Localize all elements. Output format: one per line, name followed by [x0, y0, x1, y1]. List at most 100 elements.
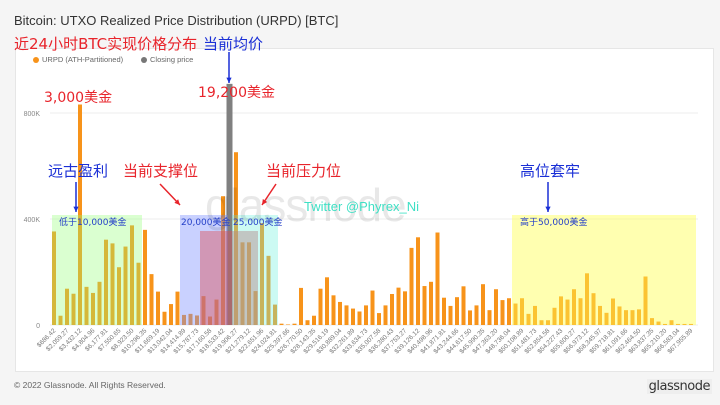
urpd-bar: [149, 274, 154, 325]
urpd-bar: [494, 289, 498, 325]
y-tick-label: 0: [36, 323, 40, 330]
urpd-bar: [442, 297, 446, 325]
urpd-bar: [325, 277, 329, 325]
arrow-head: [226, 77, 232, 83]
urpd-bar: [513, 303, 518, 325]
zone-label-above-50000: 高于50,000美金: [520, 218, 588, 228]
arrow-head: [73, 206, 79, 212]
urpd-bar: [175, 291, 180, 325]
annotation-3000: 3,000美金: [44, 90, 113, 106]
urpd-bar: [312, 315, 316, 325]
urpd-bar: [156, 291, 160, 325]
urpd-bar: [169, 304, 173, 325]
urpd-bar: [409, 247, 414, 325]
current-avg-arrow-icon: [226, 52, 232, 83]
annotation-support: 当前支撑位: [123, 162, 199, 180]
urpd-bar: [364, 305, 368, 325]
urpd-bar: [214, 299, 219, 325]
legend-item-urpd[interactable]: URPD (ATH-Partitioned): [33, 55, 123, 64]
urpd-bar: [110, 243, 115, 325]
urpd-bar: [104, 239, 108, 325]
urpd-bar: [526, 313, 531, 325]
annotation-high-trapped: 高位套牢: [520, 162, 581, 180]
zone-below-10000: [52, 215, 142, 325]
glassnode-watermark: glassnode: [205, 179, 407, 231]
urpd-bar: [591, 293, 596, 325]
urpd-bar: [682, 323, 687, 325]
urpd-bar: [598, 305, 602, 325]
urpd-bar: [624, 310, 628, 325]
urpd-bar: [461, 286, 466, 325]
urpd-bar: [689, 323, 693, 325]
urpd-bar: [611, 298, 615, 325]
urpd-bar: [650, 318, 654, 325]
urpd-bar: [318, 288, 323, 325]
urpd-bar: [266, 255, 271, 325]
urpd-bar: [240, 242, 245, 325]
legend-label: Closing price: [150, 55, 194, 64]
annotation-current-avg: 当前均价: [203, 35, 264, 53]
urpd-bar: [500, 300, 505, 325]
urpd-bar: [78, 104, 82, 326]
ancient-profit-arrow-icon: [73, 182, 79, 212]
urpd-bar: [208, 316, 212, 325]
urpd-bar: [637, 309, 641, 325]
urpd-bar: [559, 296, 563, 325]
zone-above-50000: [512, 215, 696, 325]
annotation-ancient-profit: 远古盈利: [48, 162, 109, 180]
urpd-bar: [299, 287, 303, 325]
urpd-bar: [533, 305, 537, 325]
urpd-bar: [162, 311, 167, 325]
urpd-bar: [52, 231, 56, 325]
urpd-bar: [292, 323, 297, 325]
urpd-bar: [565, 299, 570, 325]
urpd-bar: [195, 315, 199, 325]
urpd-bar: [136, 262, 141, 325]
legend-dot-icon: [33, 57, 39, 64]
legend-label: URPD (ATH-Partitioned): [42, 55, 124, 64]
urpd-bar: [91, 292, 95, 325]
support-arrow-icon: [159, 183, 181, 206]
urpd-bar: [331, 295, 336, 325]
zone-20000: [180, 215, 228, 325]
urpd-bar: [58, 315, 63, 325]
urpd-bar: [221, 196, 225, 325]
urpd-bar: [117, 267, 121, 325]
urpd-bar: [468, 310, 472, 325]
urpd-bar: [520, 298, 524, 325]
urpd-bar: [643, 276, 648, 325]
urpd-bar: [188, 313, 193, 325]
urpd-bar: [351, 308, 355, 325]
urpd-bar: [130, 225, 134, 325]
urpd-bar: [669, 320, 674, 325]
urpd-bar: [370, 290, 375, 325]
urpd-bar: [396, 287, 401, 325]
urpd-bar: [448, 305, 453, 325]
urpd-bar: [585, 273, 589, 325]
zone-support-band: [200, 231, 258, 325]
urpd-bar: [630, 310, 635, 325]
urpd-bar: [656, 321, 661, 325]
zone-label-25000: 25,000美金: [233, 218, 283, 228]
zone-label-below-10000: 低于10,000美金: [59, 218, 127, 228]
urpd-bar: [338, 301, 342, 325]
urpd-bar: [71, 293, 76, 325]
urpd-bar: [481, 284, 485, 325]
urpd-bar: [507, 298, 511, 325]
zone-25000: [232, 215, 278, 325]
urpd-bar: [416, 237, 420, 325]
urpd-bar: [572, 289, 576, 325]
urpd-bar: [182, 314, 186, 325]
urpd-bar: [286, 324, 290, 325]
urpd-bar: [279, 323, 284, 325]
urpd-bar: [487, 310, 492, 325]
legend-item-closing-price[interactable]: Closing price: [141, 55, 193, 64]
urpd-bar: [84, 286, 89, 325]
urpd-bar: [578, 298, 583, 325]
arrow-head: [262, 199, 268, 205]
urpd-bar: [676, 323, 680, 325]
urpd-bar: [357, 311, 362, 325]
urpd-bar: [234, 152, 238, 325]
urpd-bar: [604, 312, 609, 325]
